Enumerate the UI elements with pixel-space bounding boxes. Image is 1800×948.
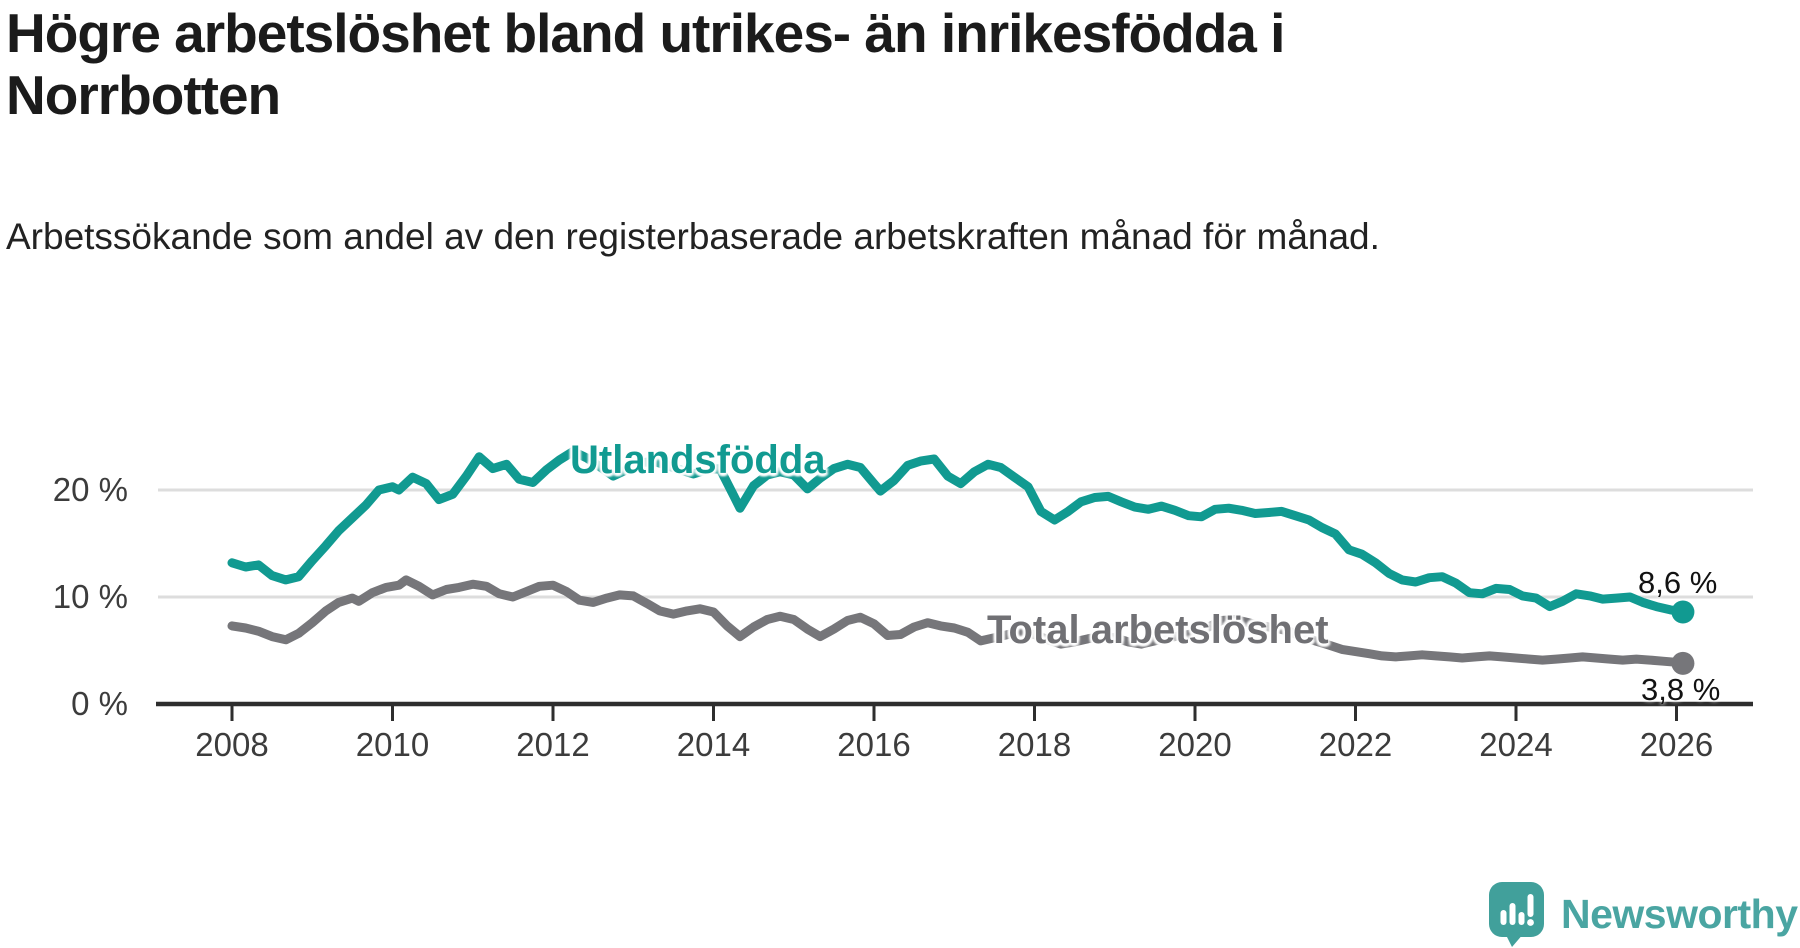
page-title: Högre arbetslöshet bland utrikes- än inr… — [6, 2, 1285, 127]
end-value-label-total: 3,8 % — [1641, 672, 1721, 707]
series-label-total-arbetsloshet: Total arbetslöshet — [987, 608, 1329, 652]
end-value-label-utlandsfodda: 8,6 % — [1638, 565, 1718, 600]
series-label-utlandsfodda: Utlandsfödda — [570, 438, 826, 482]
newsworthy-logo: Newsworthy — [1488, 880, 1798, 948]
x-tick-label-2010: 2010 — [355, 726, 430, 763]
end-dot-utlandsfodda — [1671, 600, 1695, 624]
x-tick-label-2016: 2016 — [837, 726, 911, 763]
x-tick-label-2008: 2008 — [195, 726, 269, 763]
x-tick-label-2012: 2012 — [516, 726, 590, 763]
x-tick-label-2022: 2022 — [1318, 726, 1393, 763]
chart-subtitle: Arbetssökande som andel av den registerb… — [6, 216, 1380, 257]
x-tick-label-2024: 2024 — [1479, 726, 1553, 763]
x-tick-label-2026: 2026 — [1639, 726, 1714, 763]
x-tick-label-2020: 2020 — [1158, 726, 1232, 763]
x-tick-label-2018: 2018 — [997, 726, 1072, 763]
series-line-total — [227, 575, 1688, 668]
series-line-utlandsfodda — [227, 447, 1688, 617]
brand-name: Newsworthy — [1561, 890, 1798, 937]
newsworthy-speech-bubble-bar-chart-icon — [1489, 882, 1544, 947]
end-dot-total — [1671, 651, 1695, 675]
y-tick-label-0: 0 % — [71, 685, 128, 722]
x-tick-label-2014: 2014 — [676, 726, 751, 763]
y-tick-label-10: 10 % — [52, 578, 128, 615]
y-tick-label-20: 20 % — [52, 471, 128, 508]
